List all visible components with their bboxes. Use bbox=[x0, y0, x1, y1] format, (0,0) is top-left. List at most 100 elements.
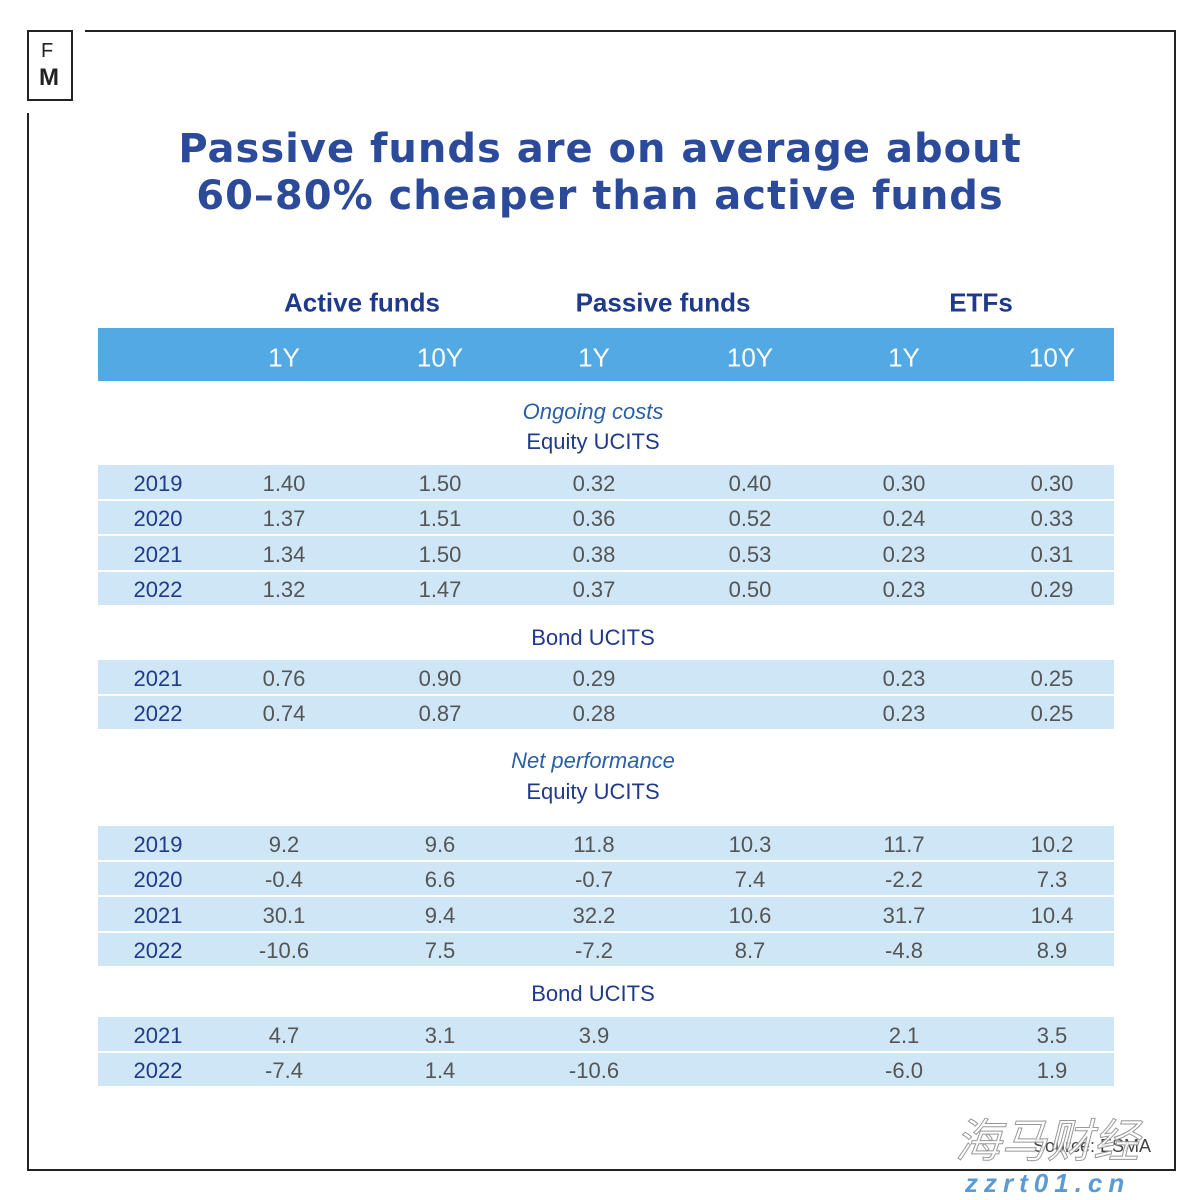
cell: 30.1 bbox=[262, 902, 306, 928]
row-band bbox=[98, 695, 1114, 731]
row-year: 2021 bbox=[133, 902, 183, 928]
cell: 0.33 bbox=[1030, 506, 1074, 532]
cell: 0.23 bbox=[882, 577, 926, 603]
column-header: 10Y bbox=[1028, 342, 1076, 373]
row-band bbox=[98, 500, 1114, 536]
cell: 1.34 bbox=[262, 541, 306, 567]
subsection-title: Bond UCITS bbox=[531, 981, 655, 1006]
cell: 0.23 bbox=[882, 701, 926, 727]
row-year: 2022 bbox=[133, 577, 183, 603]
cell: 0.52 bbox=[728, 506, 772, 532]
cell: 3.9 bbox=[578, 1022, 610, 1048]
frame-right bbox=[1174, 30, 1176, 1171]
cell: 6.6 bbox=[424, 867, 456, 893]
group-header: Active funds bbox=[283, 287, 441, 318]
row-year: 2020 bbox=[133, 867, 183, 893]
group-header: Passive funds bbox=[575, 287, 751, 318]
row-year: 2022 bbox=[133, 1058, 183, 1084]
row-year: 2019 bbox=[133, 470, 183, 496]
cell: 0.29 bbox=[1030, 577, 1074, 603]
cell: -7.4 bbox=[265, 1058, 303, 1084]
row-band bbox=[98, 826, 1114, 862]
cell: 1.32 bbox=[262, 577, 306, 603]
cell: -10.6 bbox=[258, 938, 310, 964]
row-band bbox=[98, 932, 1114, 968]
column-header: 10Y bbox=[416, 342, 464, 373]
cell: 3.1 bbox=[424, 1022, 456, 1048]
cell: 10.4 bbox=[1030, 902, 1074, 928]
cell: 2.1 bbox=[888, 1022, 920, 1048]
logo: F M bbox=[27, 30, 73, 101]
column-header: 1Y bbox=[888, 342, 920, 373]
cell: 0.23 bbox=[882, 665, 926, 691]
column-header: 10Y bbox=[726, 342, 774, 373]
row-band bbox=[98, 465, 1114, 501]
cell: 7.5 bbox=[424, 938, 456, 964]
title-line: 60–80% cheaper than active funds bbox=[196, 173, 1004, 219]
cell: 9.6 bbox=[424, 831, 456, 857]
cell: 0.24 bbox=[882, 506, 926, 532]
cell: 9.2 bbox=[268, 831, 300, 857]
watermark: 海马财经 bbox=[955, 1115, 1140, 1168]
cell: 9.4 bbox=[424, 902, 456, 928]
source: Source: ESMA bbox=[1033, 1136, 1152, 1156]
cell: 1.47 bbox=[418, 577, 462, 603]
cell: 1.50 bbox=[418, 470, 462, 496]
cell: -6.0 bbox=[885, 1058, 923, 1084]
row-year: 2021 bbox=[133, 1022, 183, 1048]
cell: 10.6 bbox=[728, 902, 772, 928]
cell: 0.30 bbox=[882, 470, 926, 496]
row-year: 2021 bbox=[133, 665, 183, 691]
row-year: 2020 bbox=[133, 506, 183, 532]
row-year: 2021 bbox=[133, 541, 183, 567]
cell: 8.9 bbox=[1036, 938, 1068, 964]
watermark-url: zzrt01.cn bbox=[965, 1168, 1131, 1198]
cell: 0.25 bbox=[1030, 665, 1074, 691]
header-bar bbox=[98, 328, 1114, 381]
logo-m: M bbox=[39, 64, 59, 91]
cell: 0.23 bbox=[882, 541, 926, 567]
cell: 0.36 bbox=[572, 506, 616, 532]
title-line: Passive funds are on average about bbox=[178, 126, 1022, 172]
row-band bbox=[98, 1052, 1114, 1088]
cell: 8.7 bbox=[734, 938, 766, 964]
row-band bbox=[98, 660, 1114, 696]
subsection-title: Equity UCITS bbox=[526, 429, 660, 454]
cell: 0.87 bbox=[418, 701, 462, 727]
frame-bottom bbox=[27, 1169, 1176, 1171]
cell: -0.4 bbox=[265, 867, 303, 893]
cell: 1.4 bbox=[424, 1058, 456, 1084]
cell: 0.76 bbox=[262, 665, 306, 691]
logo-f: F bbox=[41, 40, 54, 62]
cell: 0.50 bbox=[728, 577, 772, 603]
cell: 0.28 bbox=[572, 701, 616, 727]
cell: 4.7 bbox=[268, 1022, 300, 1048]
cell: 0.29 bbox=[572, 665, 616, 691]
cell: -2.2 bbox=[885, 867, 923, 893]
row-band bbox=[98, 1017, 1114, 1053]
cell: 0.53 bbox=[728, 541, 772, 567]
cell: 1.40 bbox=[262, 470, 306, 496]
cell: 1.50 bbox=[418, 541, 462, 567]
column-header: 1Y bbox=[268, 342, 300, 373]
cell: -0.7 bbox=[575, 867, 613, 893]
cell: 0.90 bbox=[418, 665, 462, 691]
subsection-title: Equity UCITS bbox=[526, 779, 660, 804]
cell: 10.2 bbox=[1030, 831, 1074, 857]
row-year: 2022 bbox=[133, 701, 183, 727]
cell: 0.32 bbox=[572, 470, 616, 496]
cell: 1.37 bbox=[262, 506, 306, 532]
group-header: ETFs bbox=[949, 287, 1013, 318]
cell: -10.6 bbox=[568, 1058, 620, 1084]
row-band bbox=[98, 536, 1114, 572]
cell: 0.31 bbox=[1030, 541, 1074, 567]
cell: -4.8 bbox=[885, 938, 923, 964]
cell: 0.30 bbox=[1030, 470, 1074, 496]
row-year: 2019 bbox=[133, 831, 183, 857]
cell: 11.8 bbox=[573, 831, 615, 857]
cell: 3.5 bbox=[1036, 1022, 1068, 1048]
cell: -7.2 bbox=[575, 938, 613, 964]
row-year: 2022 bbox=[133, 938, 183, 964]
cell: 10.3 bbox=[728, 831, 772, 857]
